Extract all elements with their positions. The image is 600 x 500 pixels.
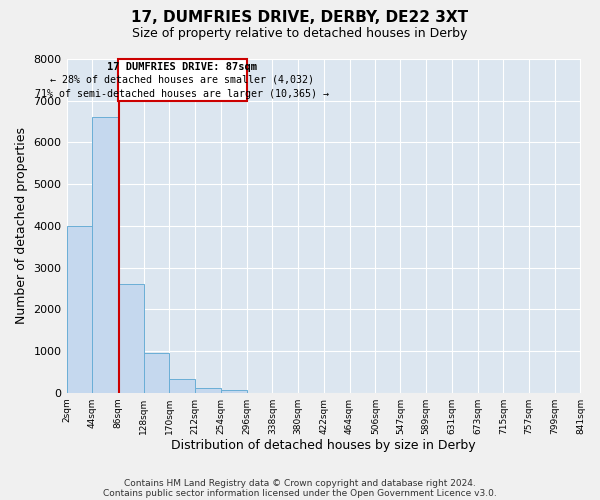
Text: Size of property relative to detached houses in Derby: Size of property relative to detached ho… — [133, 28, 467, 40]
FancyBboxPatch shape — [118, 59, 247, 100]
Bar — [118, 284, 144, 393]
X-axis label: Distribution of detached houses by size in Derby: Distribution of detached houses by size … — [171, 440, 476, 452]
Text: Contains public sector information licensed under the Open Government Licence v3: Contains public sector information licen… — [103, 488, 497, 498]
Text: Contains HM Land Registry data © Crown copyright and database right 2024.: Contains HM Land Registry data © Crown c… — [124, 478, 476, 488]
Bar — [92, 118, 118, 392]
Text: ← 28% of detached houses are smaller (4,032): ← 28% of detached houses are smaller (4,… — [50, 75, 314, 85]
Bar — [169, 379, 195, 392]
Bar — [195, 388, 221, 392]
Text: 71% of semi-detached houses are larger (10,365) →: 71% of semi-detached houses are larger (… — [35, 90, 329, 100]
Y-axis label: Number of detached properties: Number of detached properties — [15, 128, 28, 324]
Text: 17 DUMFRIES DRIVE: 87sqm: 17 DUMFRIES DRIVE: 87sqm — [107, 62, 257, 72]
Bar — [221, 390, 247, 392]
Text: 17, DUMFRIES DRIVE, DERBY, DE22 3XT: 17, DUMFRIES DRIVE, DERBY, DE22 3XT — [131, 10, 469, 25]
Bar — [144, 353, 169, 393]
Bar — [67, 226, 92, 392]
